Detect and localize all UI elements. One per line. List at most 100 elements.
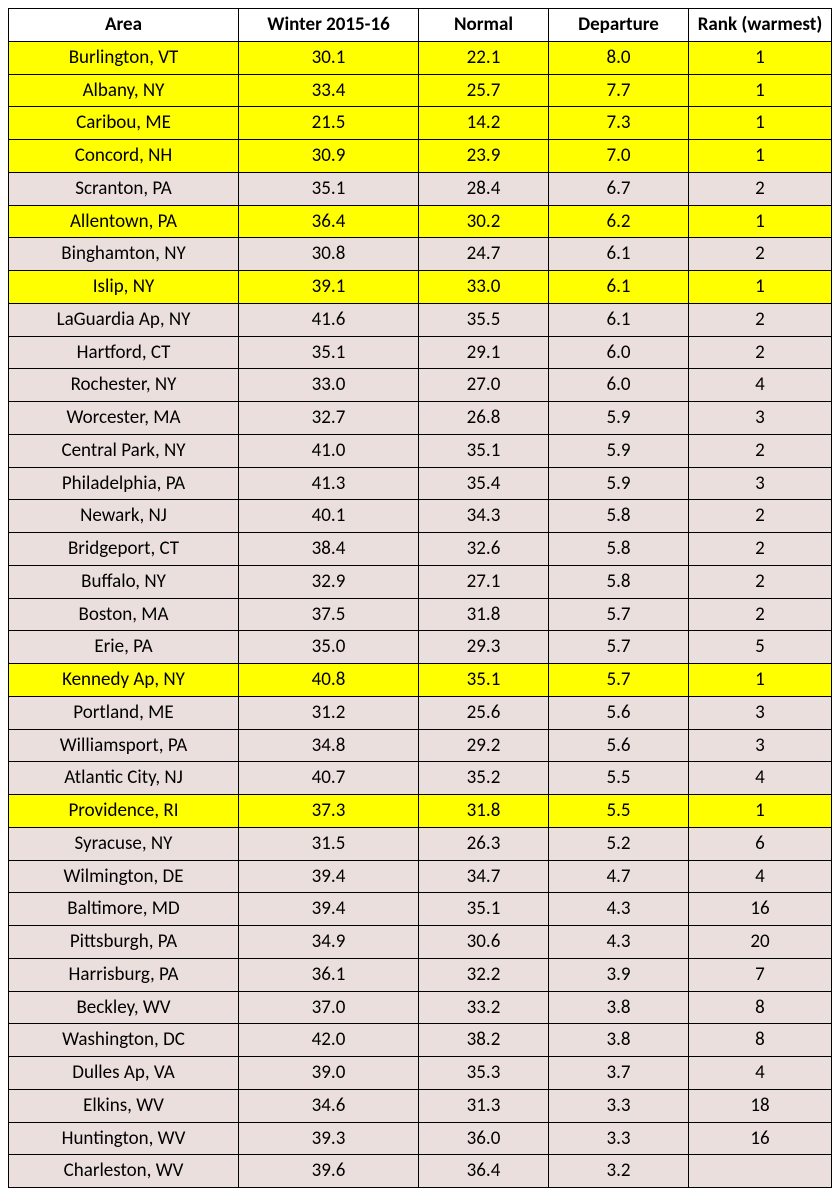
- table-cell: Binghamton, NY: [9, 238, 239, 271]
- table-row: Huntington, WV39.336.03.316: [9, 1122, 832, 1155]
- table-cell: 32.6: [419, 533, 549, 566]
- table-row: Scranton, PA35.128.46.72: [9, 172, 832, 205]
- table-row: Kennedy Ap, NY40.835.15.71: [9, 664, 832, 697]
- table-cell: Bridgeport, CT: [9, 533, 239, 566]
- table-cell: Buffalo, NY: [9, 565, 239, 598]
- col-header-rank: Rank (warmest): [689, 9, 832, 42]
- table-cell: 26.3: [419, 827, 549, 860]
- table-cell: 7.3: [549, 107, 689, 140]
- table-cell: 3.3: [549, 1089, 689, 1122]
- table-cell: 2: [689, 303, 832, 336]
- table-cell: 35.2: [419, 762, 549, 795]
- table-cell: 7.7: [549, 74, 689, 107]
- table-row: Boston, MA37.531.85.72: [9, 598, 832, 631]
- table-cell: Syracuse, NY: [9, 827, 239, 860]
- table-cell: 39.0: [239, 1057, 419, 1090]
- table-cell: 3.8: [549, 1024, 689, 1057]
- table-cell: 39.1: [239, 271, 419, 304]
- table-cell: Islip, NY: [9, 271, 239, 304]
- table-cell: Huntington, WV: [9, 1122, 239, 1155]
- table-cell: 5.7: [549, 631, 689, 664]
- table-cell: 1: [689, 795, 832, 828]
- col-header-winter: Winter 2015-16: [239, 9, 419, 42]
- table-cell: 6: [689, 827, 832, 860]
- table-cell: 33.0: [419, 271, 549, 304]
- table-cell: 2: [689, 172, 832, 205]
- table-cell: 39.6: [239, 1155, 419, 1188]
- table-cell: 31.5: [239, 827, 419, 860]
- table-cell: 2: [689, 500, 832, 533]
- winter-temperature-table: Area Winter 2015-16 Normal Departure Ran…: [8, 8, 832, 1188]
- table-cell: 42.0: [239, 1024, 419, 1057]
- table-row: Charleston, WV39.636.43.2: [9, 1155, 832, 1188]
- table-row: Baltimore, MD39.435.14.316: [9, 893, 832, 926]
- table-row: Islip, NY39.133.06.11: [9, 271, 832, 304]
- table-cell: 5.2: [549, 827, 689, 860]
- table-cell: Pittsburgh, PA: [9, 926, 239, 959]
- table-cell: 30.6: [419, 926, 549, 959]
- table-cell: 5.6: [549, 729, 689, 762]
- table-cell: Caribou, ME: [9, 107, 239, 140]
- table-cell: 5.8: [549, 500, 689, 533]
- table-cell: Rochester, NY: [9, 369, 239, 402]
- table-cell: 34.3: [419, 500, 549, 533]
- table-cell: 2: [689, 336, 832, 369]
- table-row: Burlington, VT30.122.18.01: [9, 41, 832, 74]
- table-cell: 6.7: [549, 172, 689, 205]
- table-cell: 3: [689, 467, 832, 500]
- table-cell: 31.2: [239, 696, 419, 729]
- table-cell: 35.3: [419, 1057, 549, 1090]
- table-cell: Newark, NJ: [9, 500, 239, 533]
- table-cell: 35.5: [419, 303, 549, 336]
- table-cell: 6.2: [549, 205, 689, 238]
- table-cell: 5.7: [549, 664, 689, 697]
- col-header-departure: Departure: [549, 9, 689, 42]
- table-cell: 27.1: [419, 565, 549, 598]
- table-cell: 26.8: [419, 402, 549, 435]
- table-cell: 2: [689, 434, 832, 467]
- table-cell: 24.7: [419, 238, 549, 271]
- table-cell: 32.2: [419, 958, 549, 991]
- table-row: Erie, PA35.029.35.75: [9, 631, 832, 664]
- table-cell: 32.9: [239, 565, 419, 598]
- table-cell: 3.2: [549, 1155, 689, 1188]
- table-row: Concord, NH30.923.97.01: [9, 140, 832, 173]
- table-cell: 33.0: [239, 369, 419, 402]
- table-cell: 31.8: [419, 795, 549, 828]
- table-cell: 31.8: [419, 598, 549, 631]
- table-cell: 16: [689, 893, 832, 926]
- table-cell: 23.9: [419, 140, 549, 173]
- table-cell: 40.8: [239, 664, 419, 697]
- table-cell: 1: [689, 107, 832, 140]
- table-cell: 4: [689, 860, 832, 893]
- table-cell: 21.5: [239, 107, 419, 140]
- table-cell: 20: [689, 926, 832, 959]
- table-cell: 33.2: [419, 991, 549, 1024]
- table-cell: 4: [689, 1057, 832, 1090]
- table-cell: 1: [689, 205, 832, 238]
- table-cell: Central Park, NY: [9, 434, 239, 467]
- table-cell: 7: [689, 958, 832, 991]
- table-cell: 6.1: [549, 238, 689, 271]
- table-cell: Charleston, WV: [9, 1155, 239, 1188]
- table-cell: 8: [689, 991, 832, 1024]
- table-cell: 37.3: [239, 795, 419, 828]
- table-cell: 5.5: [549, 762, 689, 795]
- table-cell: 30.9: [239, 140, 419, 173]
- table-cell: 2: [689, 238, 832, 271]
- table-cell: Worcester, MA: [9, 402, 239, 435]
- table-cell: 41.3: [239, 467, 419, 500]
- table-cell: [689, 1155, 832, 1188]
- table-header: Area Winter 2015-16 Normal Departure Ran…: [9, 9, 832, 42]
- table-cell: 35.1: [419, 664, 549, 697]
- table-cell: Providence, RI: [9, 795, 239, 828]
- table-row: Beckley, WV37.033.23.88: [9, 991, 832, 1024]
- table-cell: 4.7: [549, 860, 689, 893]
- table-cell: 30.2: [419, 205, 549, 238]
- table-cell: 34.8: [239, 729, 419, 762]
- table-row: Hartford, CT35.129.16.02: [9, 336, 832, 369]
- table-row: Binghamton, NY30.824.76.12: [9, 238, 832, 271]
- table-cell: 28.4: [419, 172, 549, 205]
- table-cell: 5.5: [549, 795, 689, 828]
- table-cell: 6.0: [549, 369, 689, 402]
